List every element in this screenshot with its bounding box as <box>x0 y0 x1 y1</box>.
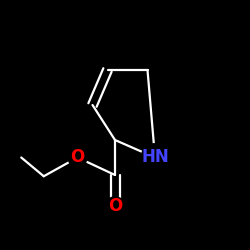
Text: O: O <box>108 197 122 215</box>
Circle shape <box>68 148 87 167</box>
Text: O: O <box>70 148 85 166</box>
Circle shape <box>141 144 169 171</box>
Text: HN: HN <box>141 148 169 166</box>
Circle shape <box>106 197 124 216</box>
